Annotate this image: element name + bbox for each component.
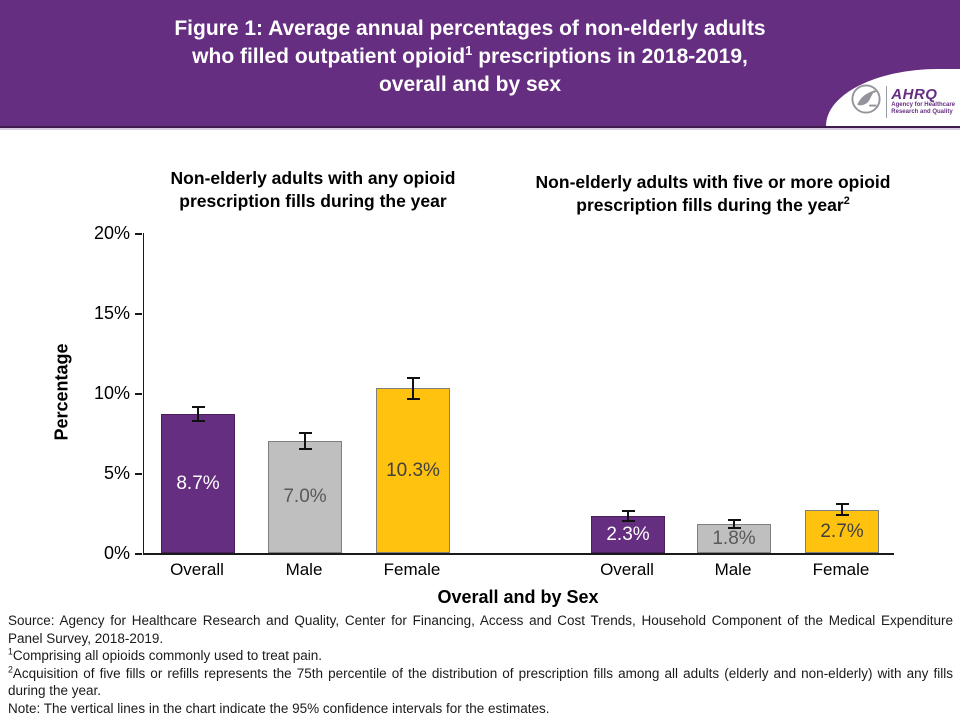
- superscript-1: 1: [465, 43, 473, 58]
- figure-title: Figure 1: Average annual percentages of …: [0, 15, 940, 99]
- y-tick-mark: [135, 313, 142, 315]
- figure-title-line1: Figure 1: Average annual percentages of …: [174, 17, 766, 40]
- category-label-male: Male: [285, 560, 323, 579]
- bar-value-label: 1.8%: [712, 527, 756, 549]
- footnote-line: 1Comprising all opioids commonly used to…: [8, 646, 323, 663]
- category-label-male: Male: [714, 560, 752, 579]
- y-tick-label: 15%: [93, 303, 130, 323]
- error-bar-cap: [191, 405, 205, 408]
- logo-org-name: AHRQ: [891, 86, 938, 103]
- footnote-line: 2Acquisition of five fills or refills re…: [8, 664, 953, 698]
- y-tick-mark: [135, 393, 142, 395]
- hhs-eagle-icon: [850, 83, 882, 120]
- error-bar-cap: [835, 503, 849, 506]
- bar-female-group2: 2.7%: [805, 510, 879, 553]
- footnote-line: Note: The vertical lines in the chart in…: [8, 700, 550, 716]
- x-axis-title: Overall and by Sex: [437, 587, 599, 607]
- error-bar-cap: [191, 420, 205, 422]
- header-band: Figure 1: Average annual percentages of …: [0, 0, 960, 126]
- y-tick-mark: [135, 473, 142, 475]
- bar-value-label: 8.7%: [176, 472, 220, 494]
- figure-title-line3: overall and by sex: [378, 73, 562, 96]
- error-bar-line: [627, 511, 629, 521]
- error-bar-cap: [621, 510, 635, 513]
- footnotes: Source: Agency for Healthcare Research a…: [8, 612, 953, 717]
- logo-tagline-1: Agency for Healthcare: [891, 102, 955, 108]
- bar-male-group1: 7.0%: [268, 441, 342, 553]
- error-bar-line: [412, 377, 414, 399]
- error-bar-cap: [298, 448, 312, 450]
- y-tick-label: 5%: [103, 463, 130, 483]
- header-divider-dark: [0, 126, 960, 128]
- left-panel-title: Non-elderly adults with any opioid presc…: [170, 168, 456, 211]
- error-bar-cap: [727, 519, 741, 522]
- bar-overall-group2: 2.3%: [591, 516, 665, 553]
- y-tick-mark: [135, 233, 142, 235]
- error-bar-cap: [406, 376, 420, 379]
- y-tick-label: 0%: [103, 543, 130, 563]
- error-bar-line: [304, 433, 306, 449]
- logo-tagline-2: Research and Quality: [891, 109, 953, 115]
- error-bar-cap: [298, 432, 312, 434]
- y-tick-label: 20%: [93, 223, 130, 243]
- superscript-2: 2: [843, 195, 850, 208]
- bar-value-label: 2.3%: [606, 523, 650, 545]
- x-axis-categories: Overall Male Female Overall Male Female: [143, 560, 893, 582]
- y-axis: 20% 15% 10% 5% 0%: [0, 223, 143, 563]
- error-bar-line: [197, 406, 199, 421]
- bar-overall-group1: 8.7%: [161, 414, 235, 553]
- bar-value-label: 7.0%: [283, 486, 327, 507]
- category-label-overall: Overall: [170, 560, 224, 579]
- error-bar-cap: [406, 397, 420, 400]
- footnote-line: Source: Agency for Healthcare Research a…: [8, 613, 953, 646]
- error-bar-cap: [835, 514, 849, 517]
- error-bar-line: [733, 520, 735, 529]
- figure-title-line2: who filled outpatient opioid1 prescripti…: [192, 43, 748, 68]
- error-bar-cap: [621, 520, 635, 522]
- category-label-female: Female: [383, 560, 441, 579]
- category-label-female: Female: [812, 560, 870, 579]
- right-panel-title: Non-elderly adults with five or more opi…: [535, 172, 891, 215]
- logo-divider: [886, 85, 888, 118]
- bar-chart: 8.7% 7.0% 10.3% 2.3% 1.8% 2.7%: [143, 233, 894, 555]
- bar-value-label: 10.3%: [386, 459, 440, 481]
- y-tick-mark: [135, 553, 142, 555]
- error-bar-line: [841, 504, 843, 516]
- bar-value-label: 2.7%: [820, 520, 864, 542]
- category-label-overall: Overall: [600, 560, 654, 579]
- y-tick-label: 10%: [93, 383, 130, 403]
- header-divider-light: [0, 128, 960, 130]
- error-bar-cap: [727, 527, 741, 530]
- bar-female-group1: 10.3%: [376, 388, 450, 553]
